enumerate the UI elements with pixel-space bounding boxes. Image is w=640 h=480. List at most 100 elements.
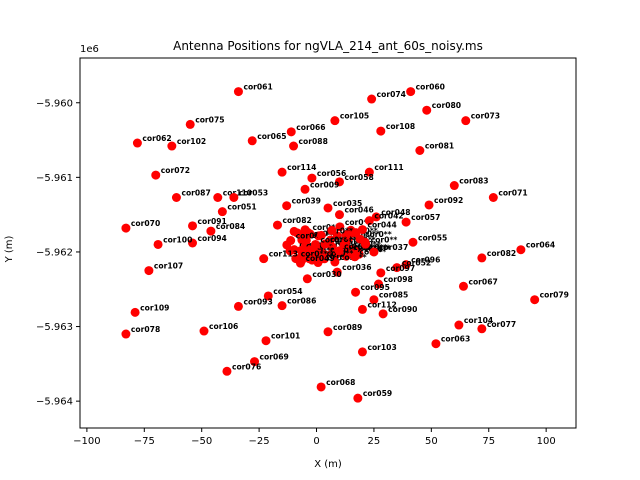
core-antenna-marker: [286, 236, 296, 246]
core-antenna-label: cor0**: [371, 235, 398, 244]
antenna-label: cor062: [142, 134, 171, 143]
antenna-label: cor051: [227, 203, 256, 212]
antenna-marker: [353, 393, 363, 403]
antenna-marker: [121, 329, 131, 339]
antenna-marker: [295, 258, 305, 268]
antenna-label: cor060: [416, 83, 445, 92]
antenna-label: cor107: [154, 262, 183, 271]
x-tick-label: 75: [482, 436, 495, 447]
antenna-marker: [213, 192, 223, 202]
antenna-label: cor110: [223, 188, 252, 197]
antenna-label: cor098: [384, 275, 413, 284]
core-antenna-label: cor0**: [330, 235, 357, 244]
antenna-label: cor009: [310, 180, 339, 189]
core-antenna-marker: [296, 245, 306, 255]
antenna-label: cor064: [526, 241, 555, 250]
antenna-marker: [272, 220, 282, 230]
x-tick-label: −25: [249, 436, 270, 447]
antenna-label: cor052: [402, 259, 431, 268]
antenna-marker: [167, 141, 177, 151]
antenna-marker: [247, 136, 257, 146]
core-antenna-label: cor0**: [365, 230, 392, 239]
antenna-marker: [369, 247, 379, 257]
x-tick-label: −50: [191, 436, 212, 447]
antenna-label: cor049: [305, 254, 334, 263]
antenna-marker: [378, 309, 388, 319]
antenna-label: cor113: [269, 250, 298, 259]
antenna-label: cor087: [181, 188, 210, 197]
antenna-label: cor112: [367, 300, 396, 309]
core-antenna-marker: [303, 246, 313, 256]
y-tick-label: −5.961: [36, 173, 73, 184]
antenna-marker: [289, 141, 299, 151]
core-antenna-marker: [310, 239, 320, 249]
antenna-marker: [132, 138, 142, 148]
antenna-marker: [130, 307, 140, 317]
antenna-label: cor097: [386, 264, 415, 273]
antenna-marker: [302, 274, 312, 284]
core-antenna-marker: [334, 246, 344, 256]
antenna-label: cor063: [441, 335, 470, 344]
core-antenna-marker: [341, 230, 351, 240]
antenna-marker: [144, 266, 154, 276]
antenna-marker: [316, 382, 326, 392]
antenna-label: cor089: [333, 323, 362, 332]
antenna-marker: [277, 167, 287, 177]
antenna-label: cor057: [411, 213, 440, 222]
antenna-label: cor082: [487, 249, 516, 258]
antenna-label: cor042: [374, 212, 403, 221]
axis-ticks: −100 −75 −50 −25 0 25 50 75 100 −5.964 −5.963 −5.96…: [36, 98, 556, 447]
core-antenna-marker: [307, 255, 317, 265]
antenna-marker: [323, 203, 333, 213]
core-antenna-marker: [327, 225, 337, 235]
core-antenna-label: cor0**: [307, 246, 334, 255]
antenna-label: cor103: [367, 343, 396, 352]
antenna-label: cor030: [312, 270, 341, 279]
antenna-label: cor082: [282, 216, 311, 225]
core-antenna-label: cor0**: [353, 230, 380, 239]
x-axis-label: X (m): [314, 459, 342, 470]
core-antenna-marker: [355, 234, 365, 244]
antenna-marker: [357, 304, 367, 314]
antenna-label: cor074: [377, 90, 406, 99]
antenna-marker: [307, 173, 317, 183]
core-antenna-marker: [320, 239, 330, 249]
y-tick-label: −5.962: [36, 247, 73, 258]
antenna-label: cor070: [131, 219, 160, 228]
antenna-marker: [530, 295, 540, 305]
core-antenna-marker: [316, 230, 326, 240]
antenna-label: cor085: [379, 291, 408, 300]
antenna-label: cor073: [471, 112, 500, 121]
antenna-marker: [261, 336, 271, 346]
antenna-label: cor072: [161, 166, 190, 175]
antenna-marker: [199, 326, 209, 336]
antenna-marker: [461, 116, 471, 126]
core-antenna-marker: [327, 242, 337, 252]
antenna-marker: [233, 87, 243, 97]
antenna-marker: [151, 170, 161, 180]
antenna-marker: [171, 192, 181, 202]
core-antenna-label: cor0**: [363, 244, 390, 253]
antenna-marker: [364, 216, 374, 226]
antenna-marker: [277, 301, 287, 311]
core-antenna-marker: [341, 251, 351, 261]
antenna-marker: [263, 291, 273, 301]
x-tick-label: −100: [73, 436, 100, 447]
antenna-label: cor111: [374, 163, 403, 172]
antenna-label: cor100: [163, 235, 192, 244]
antenna-marker: [233, 301, 243, 311]
antenna-marker: [458, 281, 468, 291]
antenna-marker: [369, 295, 379, 305]
antenna-marker: [206, 226, 216, 236]
antenna-label: cor061: [243, 83, 272, 92]
antenna-label: cor035: [333, 199, 362, 208]
antenna-label: cor101: [271, 332, 300, 341]
antenna-marker: [431, 339, 441, 349]
antenna-marker: [392, 263, 402, 273]
antenna-marker: [488, 192, 498, 202]
x-tick-label: 25: [368, 436, 381, 447]
antenna-marker: [334, 210, 344, 220]
core-antenna-marker: [330, 257, 340, 267]
antenna-marker: [406, 87, 416, 97]
antenna-label: cor046: [344, 206, 373, 215]
